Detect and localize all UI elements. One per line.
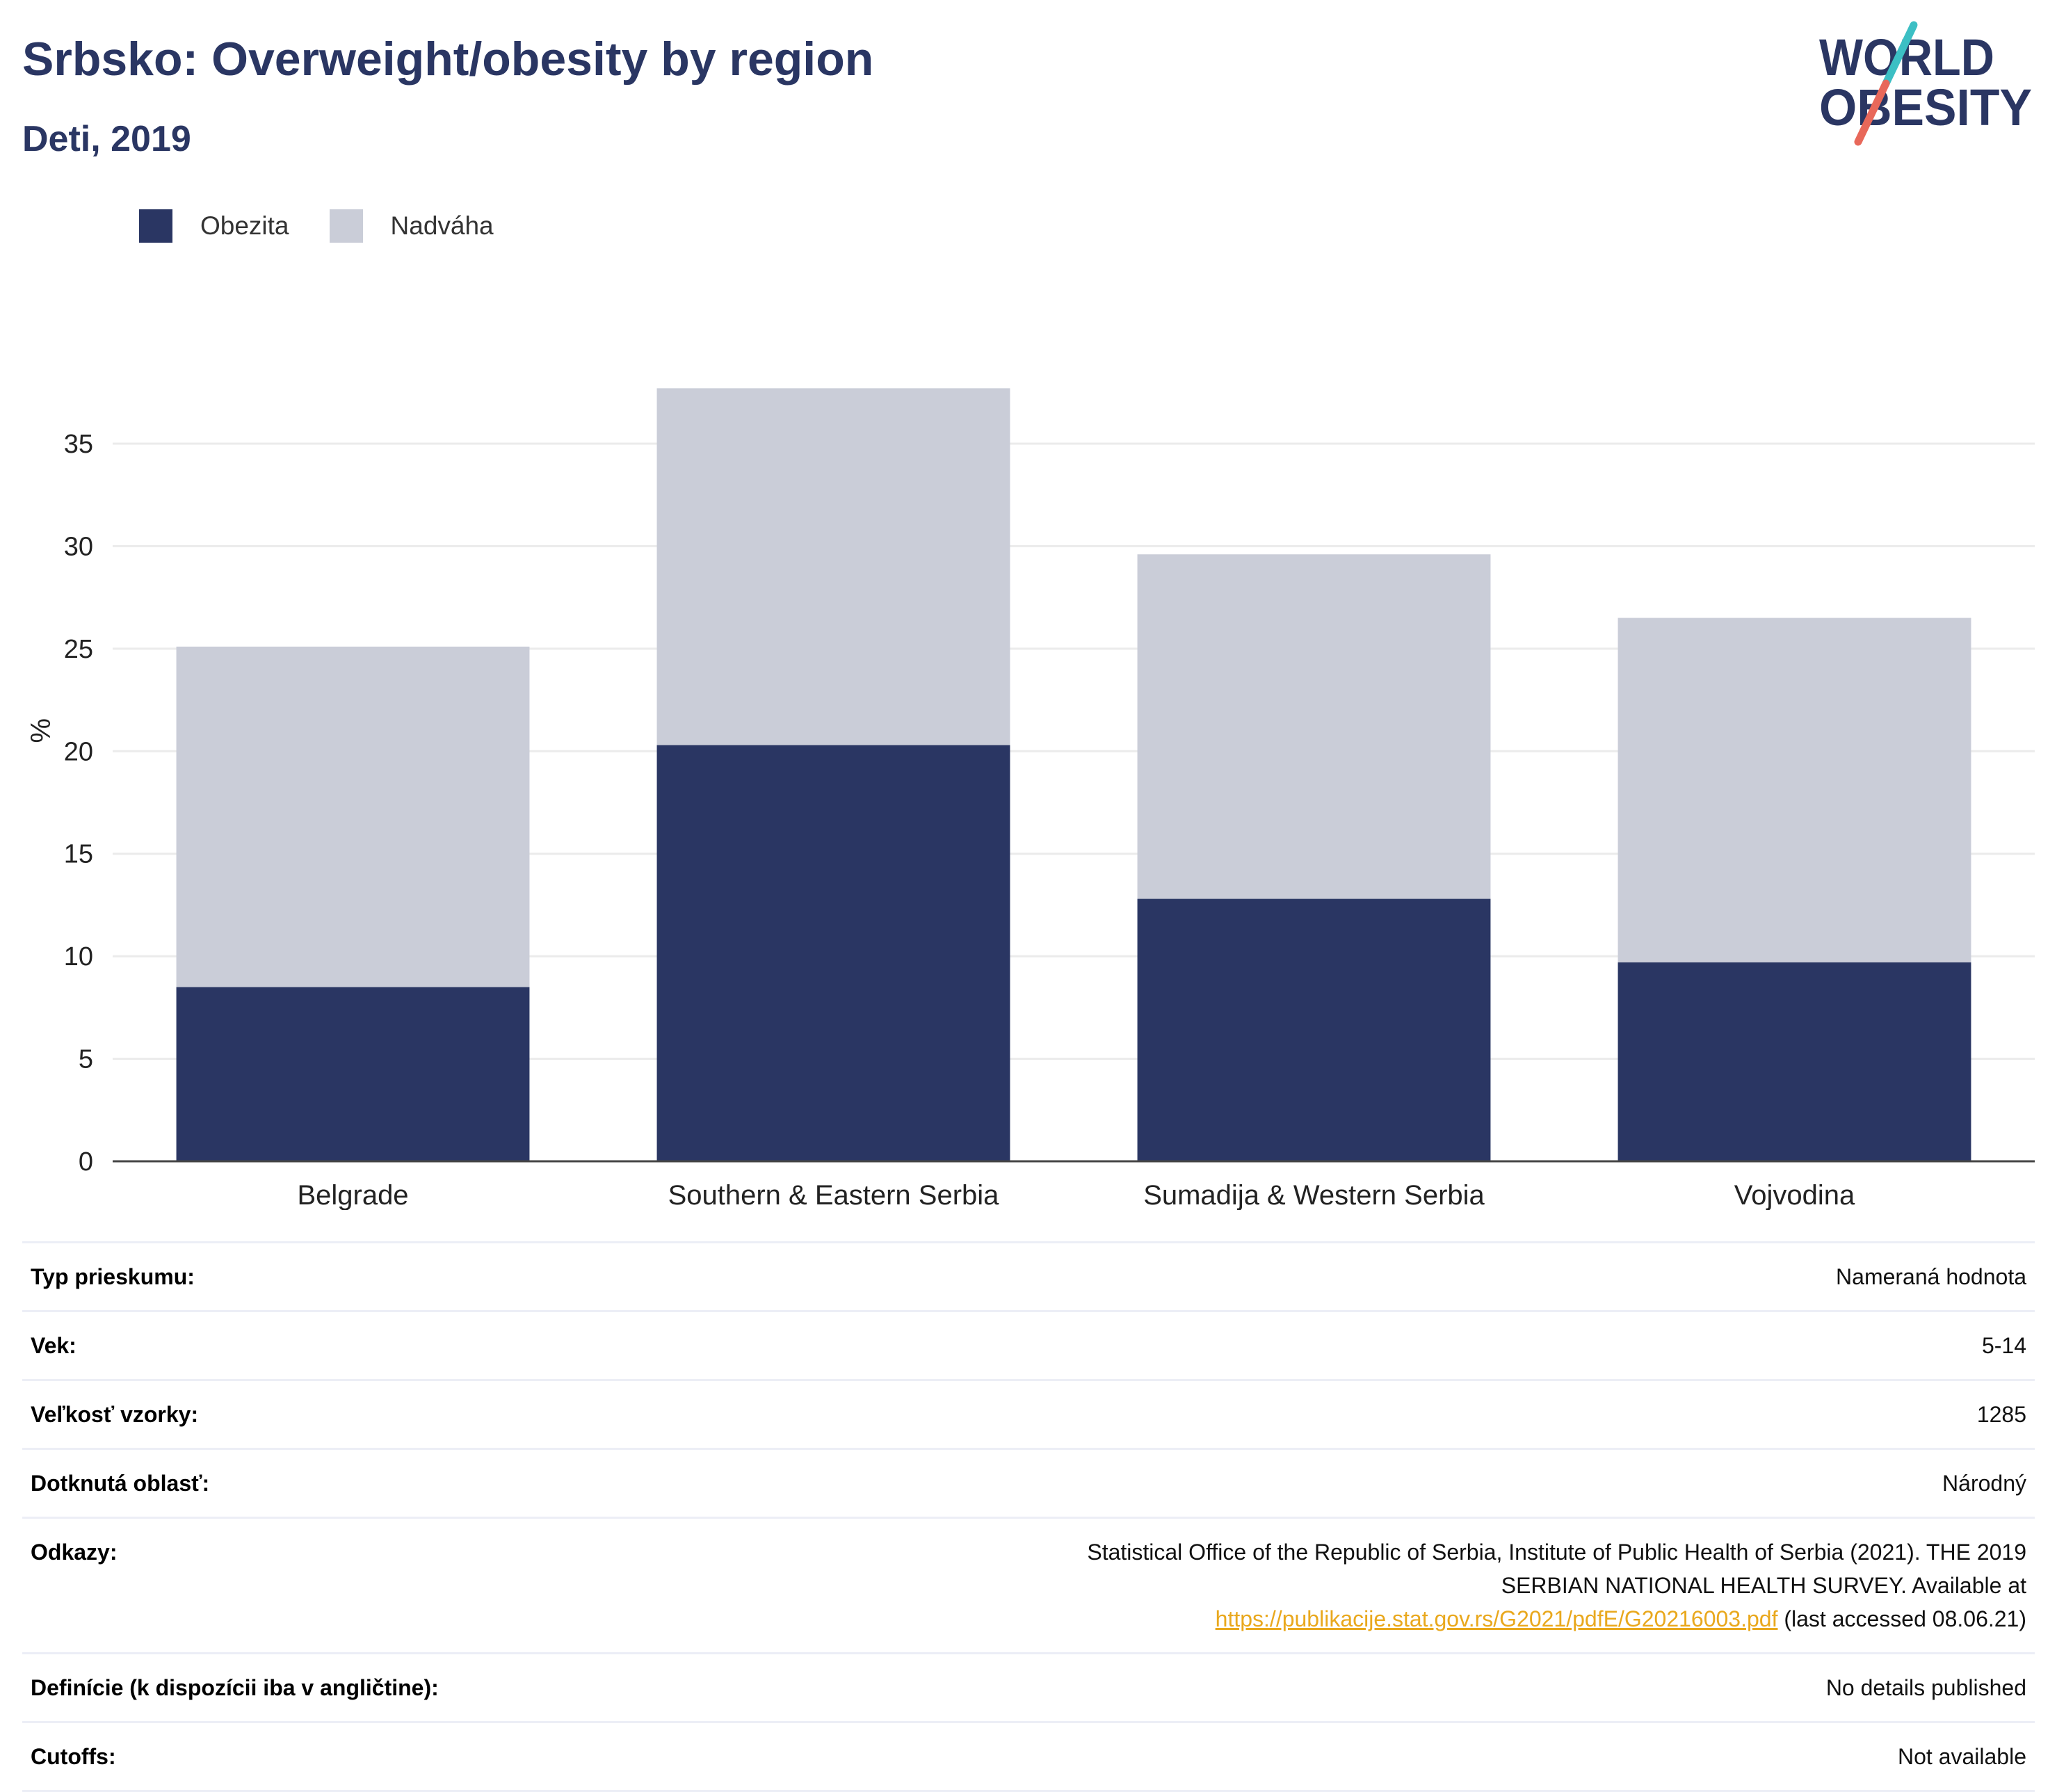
reference-text: Statistical Office of the Republic of Se… — [1087, 1540, 2026, 1598]
x-tick-label: Southern & Eastern Serbia — [668, 1180, 1000, 1210]
legend-label-nadvaha: Nadváha — [390, 211, 494, 240]
legend-swatch-nadvaha — [329, 209, 363, 243]
bar-segment-obezita — [176, 987, 530, 1161]
legend-item-obezita: Obezita — [139, 209, 289, 243]
world-obesity-logo: WORLD OBESITY — [1819, 21, 2032, 146]
bar-segment-nadváha — [176, 646, 530, 987]
info-value-survey-type: Nameraná hodnota — [1836, 1264, 2026, 1289]
info-value-cutoffs: Not available — [1898, 1744, 2026, 1769]
y-tick-label: 35 — [64, 430, 93, 459]
info-row-references: Odkazy: Statistical Office of the Republ… — [22, 1517, 2035, 1654]
chart-title: Srbsko: Overweight/obesity by region — [22, 33, 874, 86]
legend-swatch-obezita — [139, 209, 172, 243]
y-tick-label: 0 — [79, 1147, 93, 1177]
info-value-references: Statistical Office of the Republic of Se… — [447, 1518, 2035, 1654]
bar-segment-nadváha — [1137, 554, 1491, 899]
logo-slash-bottom — [1854, 79, 1890, 146]
logo-text-obesity: OBESITY — [1819, 79, 2032, 136]
info-key-cutoffs: Cutoffs: — [31, 1744, 116, 1769]
legend-item-nadvaha: Nadváha — [329, 209, 494, 243]
info-key-references: Odkazy: — [31, 1540, 118, 1565]
info-row-sample-size: Veľkosť vzorky: 1285 — [22, 1380, 2035, 1449]
bar-segment-nadváha — [656, 388, 1010, 745]
y-tick-label: 10 — [64, 942, 93, 971]
info-row-area: Dotknutá oblasť: Národný — [22, 1448, 2035, 1518]
info-row-cutoffs: Cutoffs: Not available — [22, 1722, 2035, 1791]
bar-segment-obezita — [656, 745, 1010, 1161]
info-key-area: Dotknutá oblasť: — [31, 1471, 210, 1496]
bar-segment-obezita — [1618, 962, 1971, 1161]
info-value-age: 5-14 — [1981, 1333, 2026, 1358]
y-tick-label: 20 — [64, 737, 93, 766]
chart-subtitle: Deti, 2019 — [22, 119, 191, 159]
y-axis-label: % — [26, 718, 56, 743]
chart-legend: Obezita Nadváha — [139, 207, 534, 245]
y-tick-label: 5 — [79, 1045, 93, 1074]
reference-link[interactable]: https://publikacije.stat.gov.rs/G2021/pd… — [1215, 1606, 1778, 1631]
x-tick-label: Belgrade — [297, 1180, 408, 1210]
info-key-age: Vek: — [31, 1333, 76, 1358]
legend-label-obezita: Obezita — [200, 211, 289, 240]
info-value-definitions: No details published — [1825, 1675, 2026, 1700]
info-value-sample-size: 1285 — [1976, 1402, 2026, 1427]
y-tick-label: 25 — [64, 635, 93, 664]
y-tick-label: 30 — [64, 532, 93, 561]
logo-slash-top — [1882, 21, 1918, 88]
info-value-area: Národný — [1942, 1471, 2026, 1496]
reference-accessed: (last accessed 08.06.21) — [1777, 1606, 2026, 1631]
x-tick-label: Vojvodina — [1734, 1180, 1855, 1210]
info-key-sample-size: Veľkosť vzorky: — [31, 1402, 199, 1427]
info-row-age: Vek: 5-14 — [22, 1311, 2035, 1380]
bar-segment-nadváha — [1618, 617, 1971, 962]
info-row-survey-type: Typ prieskumu: Nameraná hodnota — [22, 1242, 2035, 1311]
x-tick-label: Sumadija & Western Serbia — [1143, 1180, 1485, 1210]
survey-info-table: Typ prieskumu: Nameraná hodnota Vek: 5-1… — [22, 1241, 2035, 1792]
info-row-definitions: Definície (k dispozícii iba v angličtine… — [22, 1653, 2035, 1722]
y-tick-label: 15 — [64, 840, 93, 869]
info-key-definitions: Definície (k dispozícii iba v angličtine… — [31, 1675, 439, 1700]
stacked-bar-chart: 0 5 10 15 20 25 30 35% Belgrade Southern & Easter… — [26, 388, 2035, 1210]
info-key-survey-type: Typ prieskumu: — [31, 1264, 195, 1289]
bar-segment-obezita — [1137, 898, 1491, 1161]
